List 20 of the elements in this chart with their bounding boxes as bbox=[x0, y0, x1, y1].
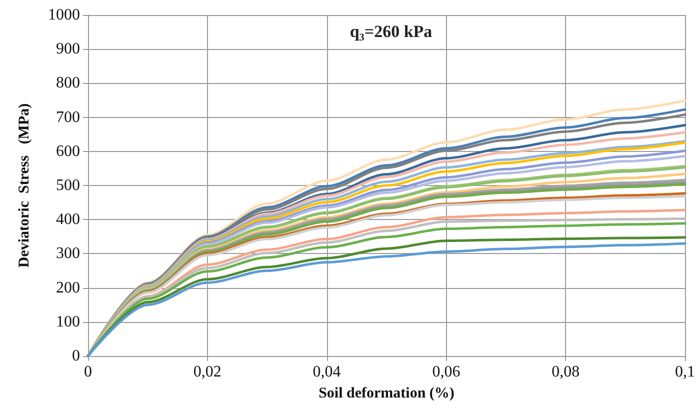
y-tick-label: 0 bbox=[72, 348, 80, 364]
x-tick-label: 0,06 bbox=[432, 364, 460, 380]
x-tick-label: 0,02 bbox=[193, 364, 222, 380]
y-tick-label: 200 bbox=[56, 279, 80, 296]
x-tick-label: 0,04 bbox=[312, 364, 341, 380]
y-tick-label: 1000 bbox=[48, 6, 80, 24]
y-tick-label: 800 bbox=[56, 74, 80, 92]
x-axis-title: Soil deformation (%) bbox=[318, 386, 454, 402]
chart-title: q₃=260 kPa bbox=[350, 22, 433, 41]
y-tick-label: 700 bbox=[56, 108, 80, 126]
y-axis-title: Deviatoric Stress (MPa) bbox=[16, 103, 32, 268]
y-tick-label: 300 bbox=[56, 245, 80, 262]
y-tick-label: 500 bbox=[56, 177, 80, 194]
y-tick-label: 600 bbox=[56, 142, 80, 160]
y-tick-label: 400 bbox=[56, 211, 80, 228]
y-tick-label: 100 bbox=[56, 313, 80, 330]
y-tick-label: 900 bbox=[56, 40, 80, 58]
x-tick-label: 0,08 bbox=[552, 364, 580, 380]
x-tick-label: 0,1 bbox=[675, 364, 695, 380]
x-tick-label: 0 bbox=[84, 364, 92, 380]
